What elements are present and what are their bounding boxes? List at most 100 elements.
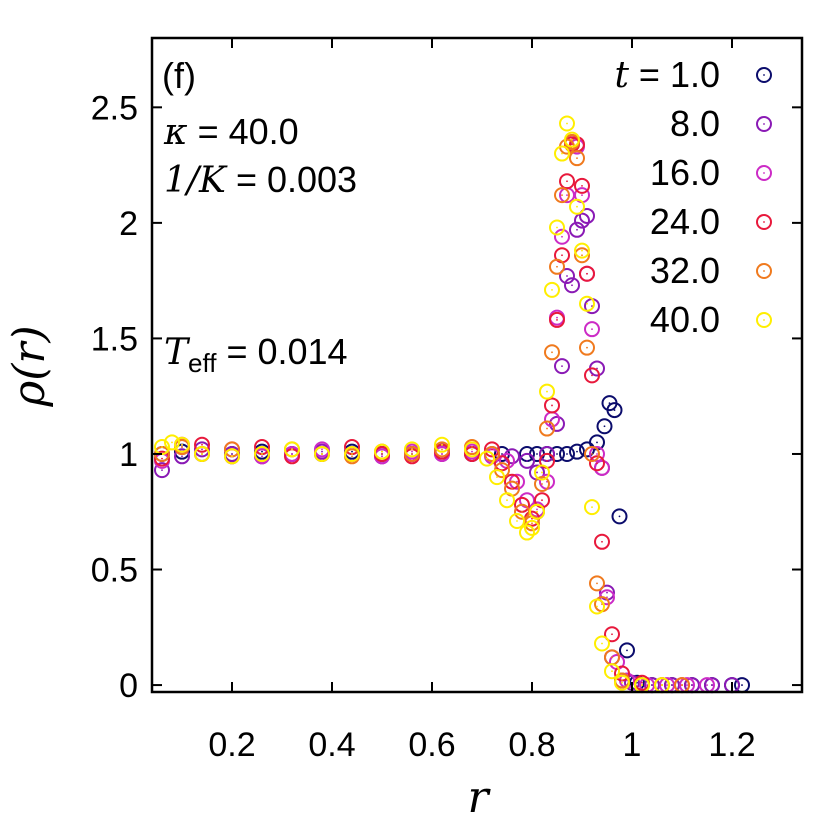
data-point-center [596, 462, 598, 465]
data-point [589, 455, 605, 472]
data-point-center [496, 476, 498, 478]
data-point-center [566, 122, 568, 125]
data-point [534, 464, 550, 481]
data-point [154, 462, 170, 479]
data-point-center [546, 460, 548, 462]
data-point-center [541, 483, 543, 485]
data-point-center [576, 205, 578, 208]
data-point [194, 445, 210, 462]
legend-entry-label: 24.0 [650, 201, 720, 242]
legend-entry-label: 16.0 [650, 152, 720, 193]
data-point-center [321, 453, 323, 455]
panel-label: (f) [162, 55, 196, 96]
data-point [544, 344, 560, 361]
data-point [549, 415, 565, 432]
annotation-kappa-symbol: κ [163, 112, 188, 153]
data-point-center [576, 450, 578, 453]
data-point [594, 635, 610, 652]
data-point [589, 598, 605, 615]
data-point [529, 503, 545, 520]
legend-marker [756, 67, 772, 83]
annotation-kappa-value: = 40.0 [188, 111, 299, 152]
y-tick-label: 0.5 [91, 552, 138, 590]
data-point-center [586, 346, 588, 349]
data-point-center [581, 254, 583, 257]
data-point-center [531, 527, 533, 529]
data-point-center [351, 453, 353, 455]
data-point [539, 420, 555, 437]
legend-marker [756, 165, 772, 181]
data-point-center [511, 487, 513, 490]
data-point-center [586, 215, 588, 217]
data-point-center [671, 684, 673, 686]
data-point-center [566, 180, 568, 183]
data-point-center [441, 453, 443, 455]
data-point-center [596, 605, 598, 608]
data-point-center [596, 582, 598, 585]
data-point-center [551, 404, 553, 407]
legend-entry-label: t = 1.0 [614, 54, 720, 96]
data-point-center [486, 457, 488, 460]
data-point [549, 219, 565, 236]
data-point [509, 512, 525, 529]
data-point-center [586, 302, 588, 305]
data-point [254, 445, 270, 462]
data-point [604, 626, 620, 643]
data-point-center [441, 443, 443, 446]
data-point [539, 383, 555, 400]
data-point [559, 445, 575, 462]
annotation-inv-k: 1/K = 0.003 [164, 159, 357, 201]
data-point-center [561, 152, 563, 155]
data-point-center [181, 443, 183, 446]
annotation-t-eff-value: = 0.014 [216, 331, 347, 372]
data-point [584, 367, 600, 384]
annotation-kappa: κ = 40.0 [163, 111, 299, 153]
data-point-center [556, 316, 558, 319]
data-point [559, 268, 575, 285]
legend-marker-center [763, 172, 765, 174]
data-point-center [641, 681, 643, 684]
data-point [589, 445, 605, 462]
legend-marker [756, 312, 772, 328]
data-point-center [618, 515, 621, 518]
data-point-center [576, 228, 578, 231]
data-point-center [161, 457, 163, 460]
data-point-center [606, 591, 608, 594]
data-point-center [561, 254, 563, 257]
data-point [174, 436, 190, 453]
series-1.0 [154, 395, 750, 694]
data-point-center [611, 633, 613, 636]
data-point-center [591, 374, 593, 377]
data-point-center [601, 642, 603, 645]
data-point-center [566, 453, 568, 455]
annotation-t-eff-symbol: T [164, 332, 191, 373]
data-point-center [566, 275, 568, 277]
data-point [594, 533, 610, 550]
data-point [194, 441, 210, 458]
legend-marker-center [763, 221, 765, 223]
data-point-center [621, 679, 623, 682]
data-point-center [626, 649, 628, 652]
data-point-center [596, 453, 598, 455]
data-point-center [741, 684, 743, 686]
data-point-center [571, 284, 573, 287]
legend-series-name: 40.0 [650, 299, 720, 340]
data-point-center [581, 185, 583, 187]
annotation-inv-k-symbol: 1/K [164, 160, 228, 201]
legend-marker-center [763, 270, 765, 272]
data-point-center [541, 471, 543, 474]
data-point [154, 450, 170, 467]
data-point [579, 207, 595, 224]
plot-frame [150, 36, 804, 694]
data-point [434, 436, 450, 453]
data-point-center [566, 194, 568, 197]
data-point-center [601, 540, 603, 543]
data-point [596, 418, 613, 435]
y-tick-label: 1 [119, 436, 138, 474]
data-point [569, 150, 585, 167]
data-point-center [546, 390, 548, 393]
legend-series-name: 1.0 [670, 54, 720, 95]
data-point-center [536, 453, 538, 455]
data-point-center [506, 499, 508, 502]
